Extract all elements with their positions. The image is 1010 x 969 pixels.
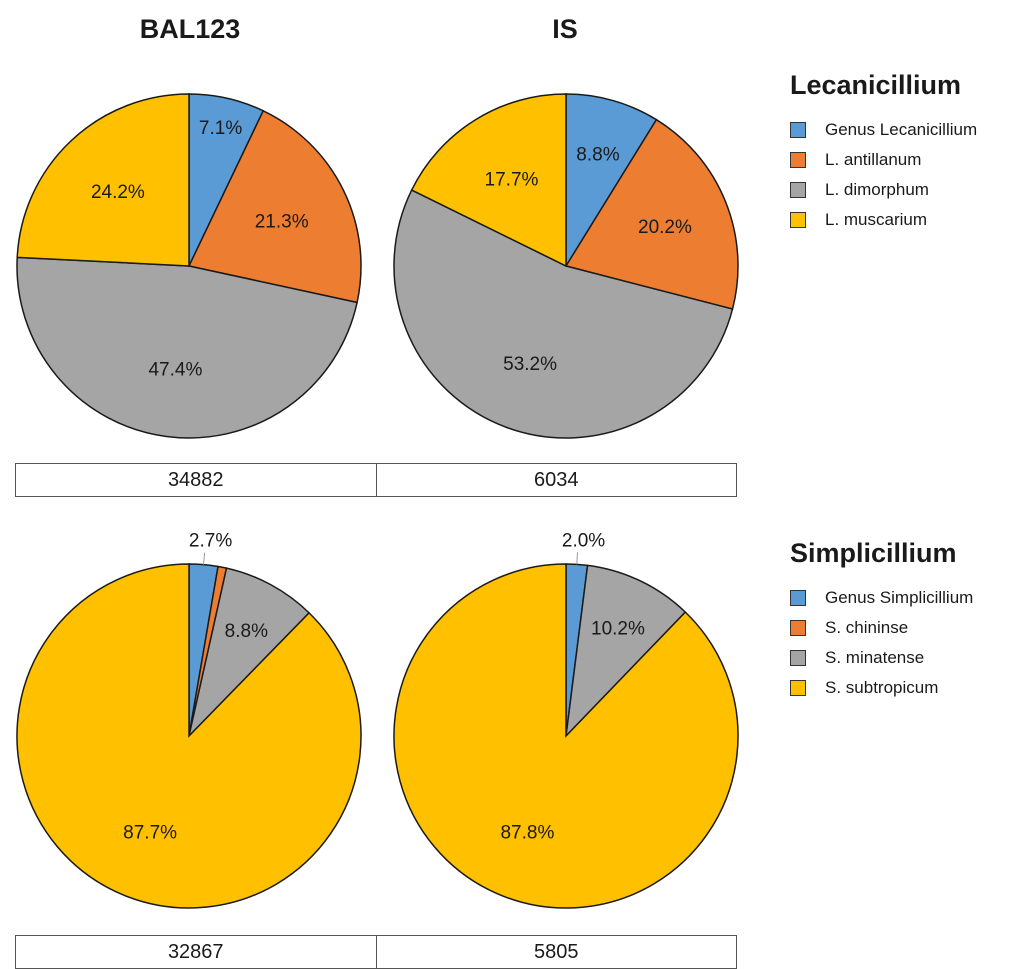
legend-item: S. subtropicum — [790, 673, 973, 703]
legend-lecanicillium: Lecanicillium Genus Lecanicillium L. ant… — [790, 70, 977, 235]
legend-label: S. chininse — [825, 618, 909, 637]
total-bal123-lecanicillium: 34882 — [167, 468, 224, 491]
pie-slice-3-2 — [564, 564, 687, 739]
total-bal123-simplicillium: 32867 — [167, 940, 224, 963]
pie-slice-2-2 — [187, 567, 311, 739]
legend-swatch — [790, 590, 806, 606]
pie-label-1-1: 20.2% — [638, 217, 692, 238]
legend-title: Simplicillium — [790, 538, 957, 568]
pie-leader-2-0 — [203, 552, 206, 565]
legend-item: Genus Simplicillium — [790, 583, 973, 613]
pie-slice-0-3 — [16, 93, 190, 267]
legend-item: S. minatense — [790, 643, 973, 673]
pie-slice-1-2 — [393, 189, 734, 439]
pie-label-3-2: 10.2% — [591, 618, 645, 639]
pie-label-3-0: 2.0% — [562, 530, 605, 551]
legend-label: Genus Simplicillium — [825, 588, 974, 607]
legend-swatch — [790, 122, 806, 138]
legend-swatch — [790, 212, 806, 228]
pie-slice-2-3 — [16, 563, 362, 909]
total-is-lecanicillium: 6034 — [375, 464, 737, 496]
pie-label-0-3: 24.2% — [91, 182, 145, 203]
pie-leader-3-0 — [576, 552, 579, 565]
legend-item: L. antillanum — [790, 145, 977, 175]
pie-label-2-3: 87.7% — [123, 823, 177, 844]
totals-row-lecanicillium: 34882 6034 — [15, 463, 737, 497]
legend-label: L. antillanum — [825, 150, 922, 169]
legend-label: L. dimorphum — [825, 180, 929, 199]
legend-swatch — [790, 182, 806, 198]
total-is-simplicillium: 5805 — [375, 936, 737, 968]
column-title-bal123: BAL123 — [139, 14, 241, 44]
pie-label-1-0: 8.8% — [576, 144, 619, 165]
pie-label-0-2: 47.4% — [148, 359, 202, 380]
pie-label-2-0: 2.7% — [189, 531, 232, 552]
pie-slice-0-1 — [187, 109, 362, 304]
legend-label: S. subtropicum — [825, 678, 939, 697]
legend-label: S. minatense — [825, 648, 925, 667]
pie-slice-3-3 — [393, 563, 739, 909]
pie-label-2-2: 8.8% — [225, 621, 268, 642]
pie-label-3-3: 87.8% — [500, 823, 554, 844]
pie-slice-1-0 — [565, 93, 658, 269]
totals-row-simplicillium: 32867 5805 — [15, 935, 737, 969]
legend-swatch — [790, 620, 806, 636]
legend-swatch — [790, 152, 806, 168]
legend-item: L. dimorphum — [790, 175, 977, 205]
pie-label-1-3: 17.7% — [485, 169, 539, 190]
legend-swatch — [790, 650, 806, 666]
legend-item: S. chininse — [790, 613, 973, 643]
column-title-is: IS — [552, 14, 578, 44]
legend-label: Genus Lecanicillium — [825, 120, 978, 139]
legend-item: Genus Lecanicillium — [790, 115, 977, 145]
pie-label-1-2: 53.2% — [503, 354, 557, 375]
pie-slice-1-1 — [564, 118, 739, 310]
legend-item: L. muscarium — [790, 205, 977, 235]
legend-label: L. muscarium — [825, 210, 928, 229]
pie-label-0-0: 7.1% — [199, 118, 242, 139]
pie-label-0-1: 21.3% — [255, 212, 309, 233]
legend-simplicillium: Simplicillium Genus Simplicillium S. chi… — [790, 538, 973, 703]
legend-swatch — [790, 680, 806, 696]
pie-slice-1-3 — [410, 93, 567, 268]
legend-title: Lecanicillium — [790, 70, 962, 100]
pie-slice-0-2 — [16, 256, 358, 439]
